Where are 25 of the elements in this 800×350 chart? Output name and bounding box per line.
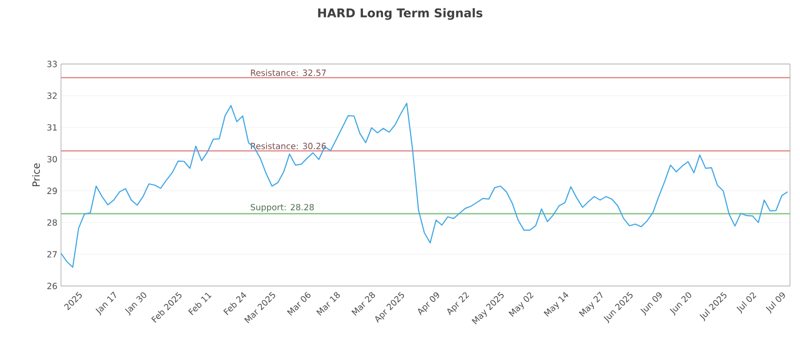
ref-line-label: Resistance: 32.57 xyxy=(251,69,326,76)
x-tick-label: Jun 20 xyxy=(670,292,692,316)
x-tick-label: Jul 02 xyxy=(736,292,756,314)
y-tick-label: 30 xyxy=(47,156,57,162)
x-tick-label: Feb 11 xyxy=(188,292,212,316)
x-tick-label: Jul 09 xyxy=(766,292,785,314)
y-tick-label: 33 xyxy=(47,60,57,68)
x-tick-label: Jan 30 xyxy=(124,292,146,316)
y-tick-label: 26 xyxy=(47,282,57,290)
y-tick-label: 27 xyxy=(47,251,57,258)
ref-line-label: Support: 28.28 xyxy=(250,204,314,212)
y-tick-label: 28 xyxy=(47,219,57,226)
x-tick-label: Apr 22 xyxy=(447,292,470,316)
chart-title: HARD Long Term Signals xyxy=(318,8,482,20)
x-tick-label: Apr 09 xyxy=(418,292,440,316)
y-tick-label: 29 xyxy=(47,188,57,194)
y-tick-label: 31 xyxy=(47,124,57,131)
x-tick-label: Jan 17 xyxy=(96,292,116,316)
x-tick-label: Jun 09 xyxy=(640,292,662,316)
y-tick-label: 32 xyxy=(47,92,57,99)
x-tick-label: Mar 18 xyxy=(316,292,340,316)
x-tick-label: Feb 24 xyxy=(223,292,246,316)
x-tick-label: Mar 28 xyxy=(351,292,375,316)
x-tick-label: Mar 06 xyxy=(286,292,310,316)
y-axis-title: Price xyxy=(32,163,40,186)
